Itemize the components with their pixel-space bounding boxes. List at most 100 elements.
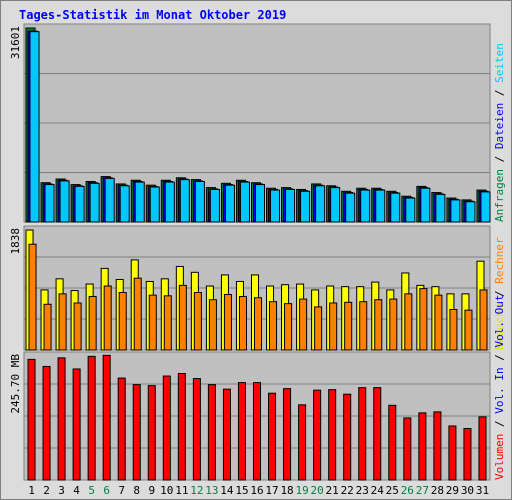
legend-separator: / xyxy=(493,348,506,368)
bar-volumen-day-20 xyxy=(313,389,322,481)
bar-rechner-day-31 xyxy=(479,289,488,351)
x-tick-label-17: 17 xyxy=(265,484,278,497)
bar-seiten-day-28 xyxy=(435,193,446,223)
x-tick-label-9: 9 xyxy=(148,484,155,497)
bar-rechner-day-10 xyxy=(163,295,172,351)
legend-item-vol-in: Vol. In xyxy=(493,367,506,413)
bar-rechner-day-2 xyxy=(43,303,52,351)
bar-volumen-day-24 xyxy=(373,387,382,481)
bar-seiten-day-25 xyxy=(390,192,401,223)
bar-seiten-day-17 xyxy=(270,189,281,223)
bar-volumen-day-3 xyxy=(57,357,66,481)
legend: Volumen / Vol. In / Vol. Out xyxy=(493,295,506,480)
bar-volumen-day-12 xyxy=(192,378,201,481)
x-tick-label-15: 15 xyxy=(235,484,248,497)
bar-seiten-day-15 xyxy=(239,181,250,223)
bar-volumen-day-16 xyxy=(252,382,262,481)
bar-volumen-day-28 xyxy=(433,411,442,481)
bar-seiten-day-11 xyxy=(179,179,190,223)
legend-separator: / xyxy=(493,149,506,169)
x-tick-label-2: 2 xyxy=(43,484,50,497)
bar-volumen-day-21 xyxy=(328,389,337,481)
x-tick-label-30: 30 xyxy=(461,484,474,497)
x-tick-label-11: 11 xyxy=(175,484,188,497)
bar-volumen-day-14 xyxy=(222,388,231,481)
bar-volumen-day-15 xyxy=(237,382,246,481)
x-tick-label-5: 5 xyxy=(88,484,95,497)
legend-separator: / xyxy=(493,414,506,434)
x-tick-label-1: 1 xyxy=(28,484,35,497)
legend-separator: / xyxy=(493,83,506,103)
bar-rechner-day-1 xyxy=(28,243,37,351)
bar-rechner-day-21 xyxy=(329,302,338,351)
bar-rechner-day-6 xyxy=(103,285,112,351)
bar-rechner-day-22 xyxy=(344,301,353,351)
x-tick-label-24: 24 xyxy=(371,484,385,497)
legend-item-seiten: Seiten xyxy=(493,43,506,83)
bar-rechner-day-4 xyxy=(73,302,82,351)
bar-rechner-day-17 xyxy=(269,301,278,351)
bar-seiten-day-19 xyxy=(300,190,311,223)
x-tick-label-13: 13 xyxy=(205,484,218,497)
x-tick-label-21: 21 xyxy=(326,484,339,497)
bar-seiten-day-27 xyxy=(420,187,431,223)
bar-seiten-day-10 xyxy=(164,181,175,223)
bar-volumen-day-17 xyxy=(268,392,277,481)
bar-volumen-day-1 xyxy=(27,358,36,481)
bar-volumen-day-11 xyxy=(177,373,186,481)
legend-item-besuche: Besuche xyxy=(493,304,506,350)
bar-seiten-day-2 xyxy=(44,184,55,223)
x-tick-label-8: 8 xyxy=(133,484,140,497)
bar-rechner-day-23 xyxy=(359,301,368,351)
x-tick-label-25: 25 xyxy=(386,484,399,497)
bar-seiten-day-5 xyxy=(89,182,100,223)
x-tick-label-20: 20 xyxy=(311,484,324,497)
y-max-label: 245.70 MB xyxy=(9,354,22,414)
x-tick-label-29: 29 xyxy=(446,484,459,497)
bar-volumen-day-10 xyxy=(162,375,171,481)
y-max-label: 1838 xyxy=(9,228,22,255)
bar-rechner-day-27 xyxy=(419,288,428,351)
bar-volumen-day-2 xyxy=(42,365,51,481)
bar-rechner-day-26 xyxy=(404,293,413,351)
panel-2: 1838 Besuche / Rechner xyxy=(9,225,506,351)
bar-volumen-day-19 xyxy=(298,404,307,481)
bar-volumen-day-5 xyxy=(87,355,96,481)
y-max-label: 31601 xyxy=(9,26,22,59)
bar-volumen-day-6 xyxy=(102,354,111,481)
bar-rechner-day-8 xyxy=(133,277,142,351)
bar-seiten-day-22 xyxy=(345,192,356,223)
bar-seiten-day-21 xyxy=(330,187,341,223)
bar-volumen-day-8 xyxy=(132,384,141,481)
panel-1: 31601 Anfragen / Dateien / Seiten xyxy=(9,23,506,223)
bar-seiten-day-4 xyxy=(74,185,85,223)
bar-rechner-day-28 xyxy=(434,294,443,351)
bar-seiten-day-23 xyxy=(360,189,371,223)
bar-volumen-day-9 xyxy=(147,385,156,481)
x-tick-label-10: 10 xyxy=(160,484,173,497)
bar-volumen-day-13 xyxy=(207,384,216,481)
bar-seiten-day-12 xyxy=(194,180,205,223)
x-tick-label-19: 19 xyxy=(295,484,308,497)
x-tick-label-22: 22 xyxy=(341,484,354,497)
bar-volumen-day-25 xyxy=(388,404,397,481)
bar-volumen-day-31 xyxy=(478,416,487,481)
bar-rechner-day-19 xyxy=(299,298,308,351)
legend: Anfragen / Dateien / Seiten xyxy=(493,43,506,222)
x-tick-label-28: 28 xyxy=(431,484,444,497)
bar-seiten-day-9 xyxy=(149,186,160,223)
x-tick-label-3: 3 xyxy=(58,484,65,497)
x-tick-label-14: 14 xyxy=(220,484,234,497)
bar-rechner-day-14 xyxy=(223,294,232,351)
bar-seiten-day-3 xyxy=(59,180,70,223)
bar-rechner-day-7 xyxy=(118,292,127,351)
x-tick-label-26: 26 xyxy=(401,484,414,497)
bar-rechner-day-11 xyxy=(178,284,187,351)
bar-rechner-day-18 xyxy=(284,303,293,351)
legend-item-anfragen: Anfragen xyxy=(493,169,506,222)
bar-seiten-day-13 xyxy=(209,188,220,223)
x-tick-label-18: 18 xyxy=(280,484,293,497)
x-tick-label-27: 27 xyxy=(416,484,429,497)
bar-rechner-day-20 xyxy=(314,306,323,351)
